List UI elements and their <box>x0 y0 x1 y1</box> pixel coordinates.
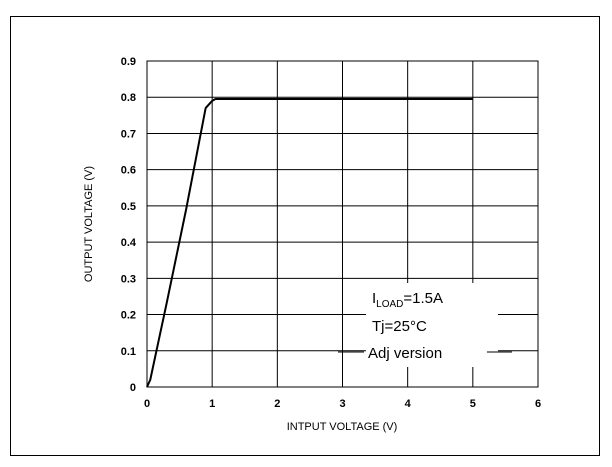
y-tick-label: 0.6 <box>121 165 136 177</box>
y-tick-label: 0.1 <box>121 346 136 358</box>
y-tick-label: 0.7 <box>121 128 136 140</box>
output-voltage-curve <box>146 98 473 388</box>
x-tick-label: 5 <box>470 398 476 410</box>
y-tick-label: 0.5 <box>121 201 136 213</box>
x-tick-label: 1 <box>209 398 215 410</box>
y-tick-label: 0.3 <box>121 273 136 285</box>
load-current-label: ILOAD=1.5A <box>372 290 443 310</box>
x-axis-title: INTPUT VOLTAGE (V) <box>287 421 398 433</box>
x-tick-label: 6 <box>535 398 541 410</box>
y-tick-label: 0.2 <box>121 310 136 322</box>
x-tick-label: 0 <box>144 398 150 410</box>
y-axis-title: OUTPUT VOLTAGE (V) <box>83 166 95 282</box>
y-tick-label: 0.8 <box>121 92 136 104</box>
version-label: Adj version <box>368 345 442 362</box>
y-tick-label: 0.9 <box>121 56 136 68</box>
y-tick-label: 0 <box>130 382 136 394</box>
plot-area <box>146 60 539 388</box>
temperature-label: Tj=25°C <box>372 318 427 335</box>
y-tick-label: 0.4 <box>121 237 137 249</box>
x-tick-label: 4 <box>405 398 412 410</box>
x-tick-label: 3 <box>339 398 345 410</box>
chart-frame <box>10 16 600 456</box>
x-tick-label: 2 <box>274 398 280 410</box>
annotation-background <box>366 283 498 367</box>
